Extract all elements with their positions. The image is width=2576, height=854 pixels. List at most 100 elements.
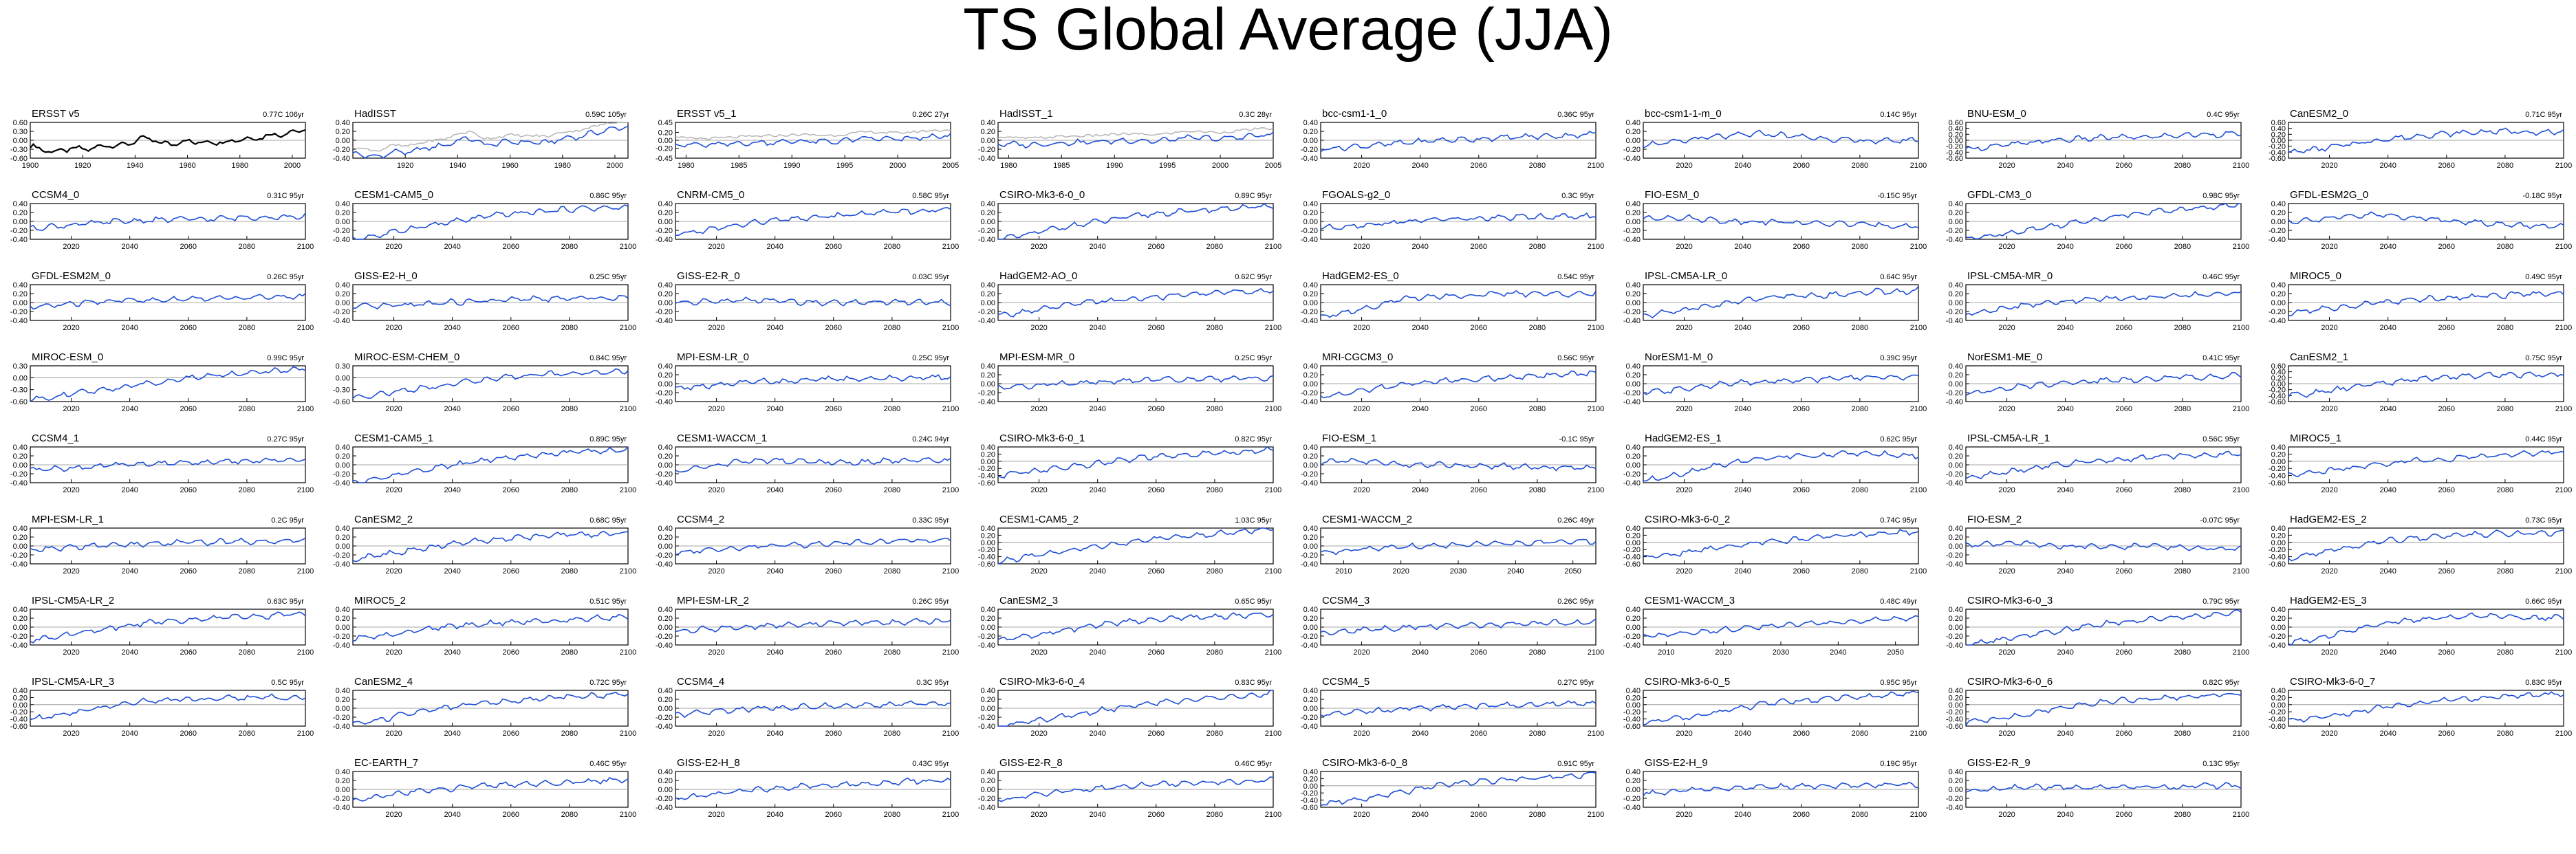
y-tick-label: 0.40 (1303, 200, 1318, 208)
y-tick-label: -0.40 (10, 716, 28, 724)
x-tick-label: 2060 (1148, 811, 1165, 819)
x-tick-label: 2100 (2233, 486, 2249, 494)
y-tick-label: 0.40 (2271, 525, 2286, 533)
panel-title: GISS-E2-R_8 (999, 757, 1063, 769)
trend-label: 0.3C 95yr (916, 679, 949, 687)
panel-title: GISS-E2-H_0 (354, 270, 418, 282)
x-tick-label: 2080 (561, 405, 578, 413)
y-tick-label: -0.40 (1946, 642, 1963, 650)
y-tick-label: 0.00 (336, 218, 350, 226)
y-tick-label: 0.00 (13, 543, 28, 551)
panel-title: FIO-ESM_1 (1322, 433, 1376, 444)
y-tick-label: -0.20 (1623, 795, 1641, 803)
trend-label: 0.51C 95yr (589, 598, 627, 606)
trend-label: 0.83C 95yr (1235, 679, 1272, 687)
panel-title: CSIRO-Mk3-6-0_4 (999, 676, 1085, 688)
x-tick-label: 2060 (2438, 648, 2455, 657)
x-tick-label: 2100 (2555, 162, 2572, 170)
panel-title: HadGEM2-AO_0 (999, 270, 1077, 282)
panel-title: ERSST v5 (32, 108, 80, 120)
x-tick-label: 2060 (503, 243, 519, 251)
y-tick-label: -0.40 (1623, 642, 1641, 650)
x-tick-label: 2080 (1852, 811, 1868, 819)
y-tick-label: -0.40 (1623, 554, 1641, 562)
y-tick-label: -0.60 (10, 398, 28, 406)
trend-label: 0.72C 95yr (589, 679, 627, 687)
trend-label: 0.56C 95yr (2202, 435, 2240, 444)
y-tick-label: 0.20 (1303, 696, 1318, 704)
page-title: TS Global Average (JJA) (963, 0, 1613, 63)
x-tick-label: 2100 (1265, 486, 1281, 494)
panel: CanESM2_4 0.72C 95yr 0.400.200.00-0.20-0.4… (333, 676, 636, 738)
trend-label: 0.64C 95yr (1880, 273, 1917, 281)
y-tick-label: 0.00 (658, 137, 673, 145)
panel-title: CESM1-WACCM_2 (1322, 514, 1412, 525)
x-tick-label: 2080 (1206, 730, 1223, 738)
y-tick-label: -0.40 (656, 398, 673, 406)
y-tick-label: -0.60 (10, 155, 28, 163)
y-tick-label: 0.20 (981, 371, 995, 380)
y-tick-label: 0.00 (13, 624, 28, 632)
y-tick-label: -0.40 (978, 155, 995, 163)
series-line (2288, 211, 2564, 230)
y-tick-label: 0.00 (1303, 218, 1318, 226)
x-tick-label: 2020 (1353, 243, 1370, 251)
x-tick-label: 1980 (1000, 162, 1017, 170)
y-tick-label: 0.20 (1303, 290, 1318, 298)
x-tick-label: 2080 (1206, 567, 1223, 576)
series-line (352, 126, 629, 159)
series-line (1320, 618, 1597, 635)
y-tick-label: 0.00 (2271, 539, 2286, 547)
y-tick-label: 0.20 (2271, 532, 2286, 540)
y-tick-label: -0.40 (1301, 723, 1318, 731)
panel-title: CESM1-WACCM_3 (1645, 595, 1735, 606)
y-tick-label: 0.00 (2271, 299, 2286, 307)
x-tick-label: 2010 (1335, 567, 1352, 576)
x-tick-label: 2020 (1030, 648, 1047, 657)
series-line (1643, 615, 1919, 638)
y-tick-label: -0.40 (1623, 716, 1641, 724)
x-tick-label: 2100 (1588, 730, 1604, 738)
x-tick-label: 2020 (1715, 648, 1731, 657)
y-tick-label: -0.40 (333, 723, 350, 731)
x-tick-label: 2100 (620, 405, 636, 413)
y-tick-label: 0.40 (2271, 687, 2286, 695)
y-tick-label: -0.20 (2269, 227, 2286, 235)
y-tick-label: -0.40 (1301, 398, 1318, 406)
trend-label: 0.77C 106yr (263, 111, 304, 119)
x-tick-label: 2060 (503, 486, 519, 494)
x-tick-label: 2060 (2116, 730, 2132, 738)
y-tick-label: -0.20 (10, 551, 28, 560)
plot-frame (1320, 771, 1597, 808)
y-tick-label: 0.20 (658, 209, 673, 217)
x-tick-label: 2020 (1998, 730, 2015, 738)
x-tick-label: 2040 (1411, 648, 1428, 657)
y-tick-label: 0.00 (336, 137, 350, 145)
y-tick-label: -0.20 (978, 795, 995, 803)
x-tick-label: 2040 (121, 567, 138, 576)
x-tick-label: 2060 (1471, 730, 1487, 738)
panel: CESM1-CAM5_2 1.03C 95yr0.400.200.00-0.20-… (978, 514, 1281, 576)
panel-title: FIO-ESM_2 (1967, 514, 2022, 525)
x-tick-label: 2060 (1148, 405, 1165, 413)
x-tick-label: 2080 (1529, 486, 1546, 494)
y-tick-label: 0.00 (336, 299, 350, 307)
x-tick-label: 2040 (2379, 567, 2396, 576)
y-tick-label: 0.00 (658, 705, 673, 713)
x-tick-label: 2100 (2233, 243, 2249, 251)
y-tick-label: -0.40 (10, 479, 28, 488)
y-tick-label: 0.00 (658, 786, 673, 794)
trend-label: 0.62C 95yr (1235, 273, 1272, 281)
y-tick-label: 0.20 (2271, 450, 2286, 459)
y-tick-label: 0.40 (336, 768, 350, 776)
series-line (675, 296, 951, 307)
trend-label: -0.1C 95yr (1559, 435, 1595, 444)
x-tick-label: 2020 (385, 730, 402, 738)
y-tick-label: -0.40 (978, 804, 995, 812)
y-tick-label: 0.40 (1949, 200, 1963, 208)
x-tick-label: 2100 (942, 811, 959, 819)
x-tick-label: 2040 (1411, 405, 1428, 413)
series-line (1643, 286, 1919, 319)
plot-frame (1643, 690, 1919, 727)
x-tick-label: 2040 (121, 324, 138, 332)
